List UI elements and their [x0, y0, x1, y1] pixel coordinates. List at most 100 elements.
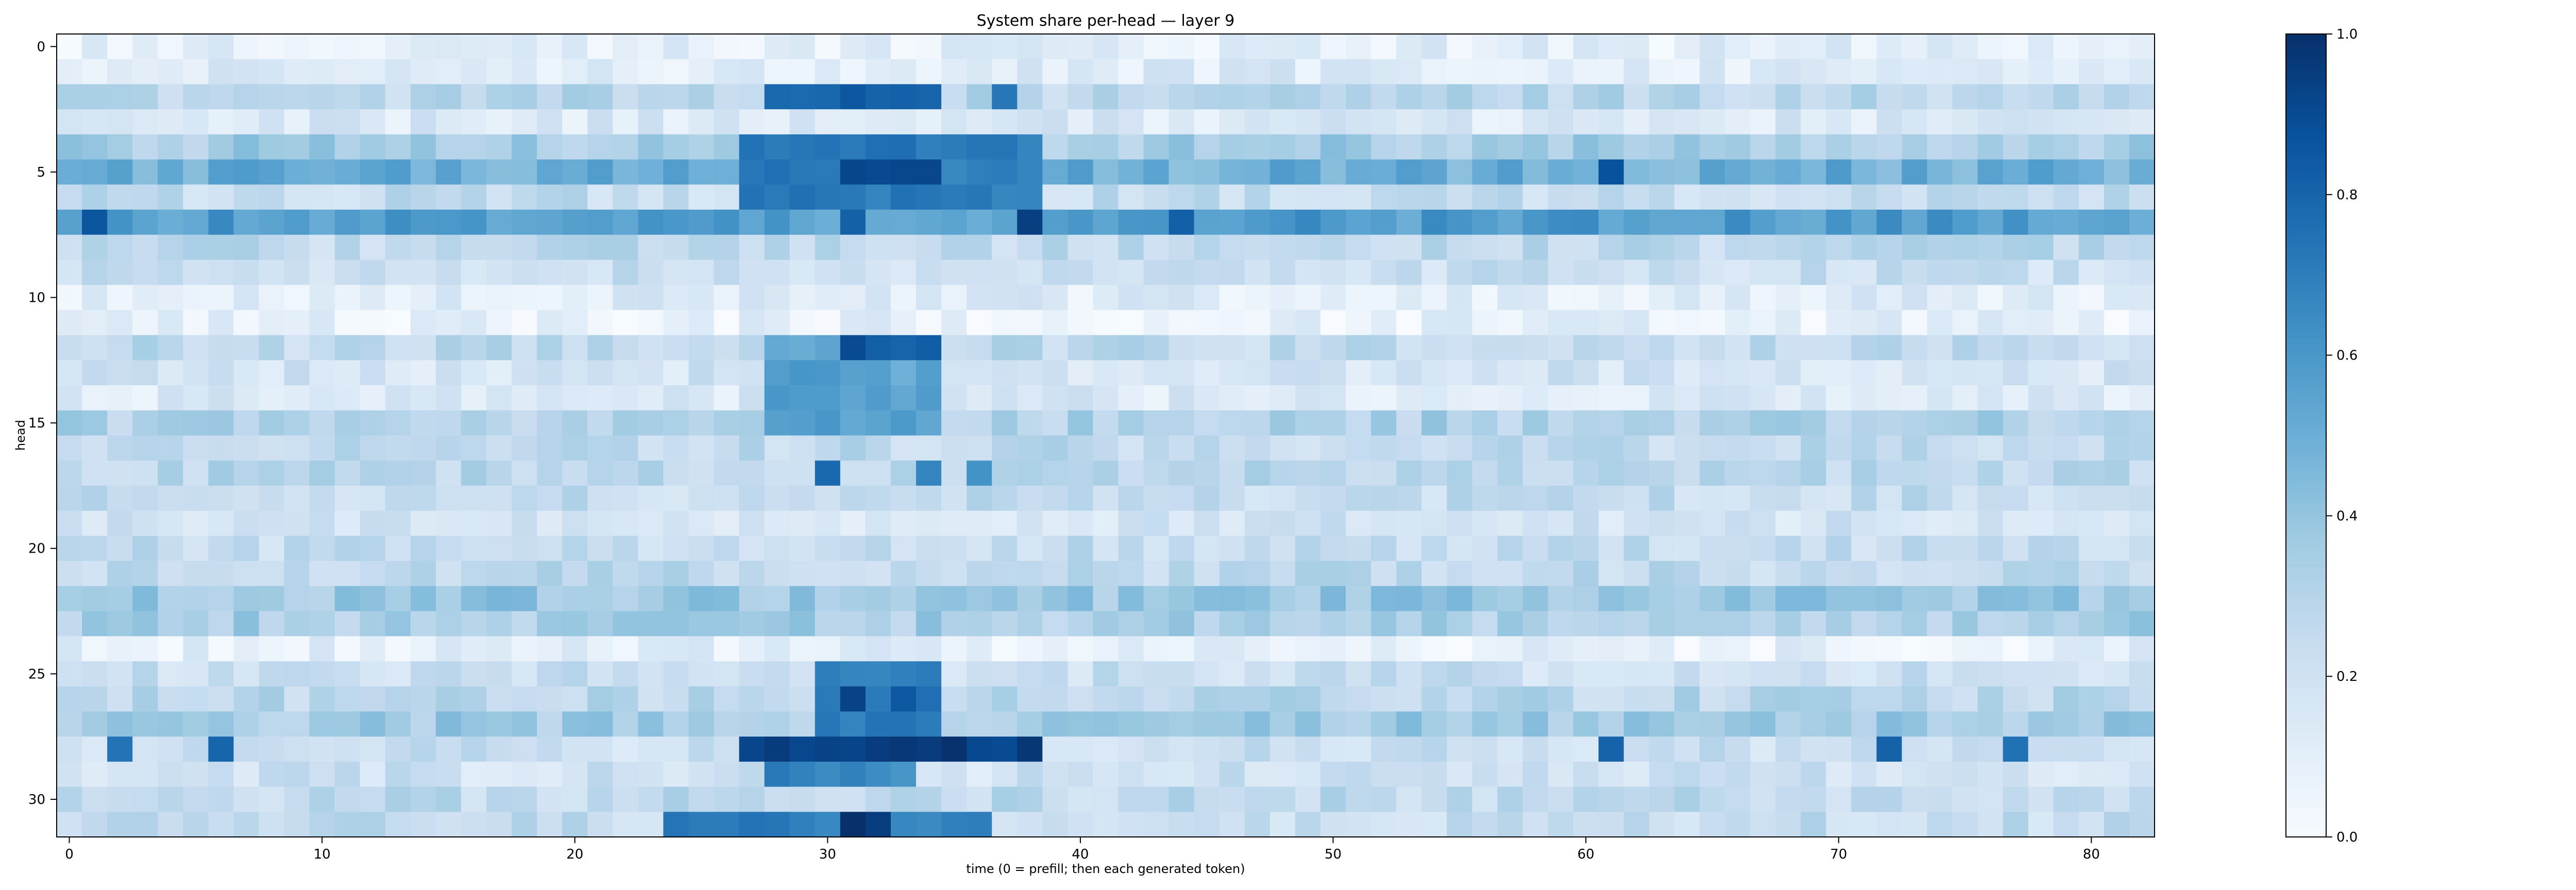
- heatmap-cell: [1269, 109, 1296, 135]
- heatmap-cell: [587, 711, 613, 737]
- heatmap-cell: [1826, 210, 1852, 235]
- heatmap-cell: [1017, 812, 1043, 837]
- heatmap-cell: [512, 661, 537, 687]
- heatmap-cell: [1573, 636, 1599, 662]
- heatmap-cell: [284, 686, 310, 712]
- heatmap-cell: [613, 786, 638, 812]
- heatmap-cell: [587, 360, 613, 386]
- heatmap-cell: [2053, 485, 2079, 511]
- heatmap-cell: [1472, 210, 1498, 235]
- heatmap-cell: [613, 159, 638, 185]
- heatmap-cell: [1927, 234, 1953, 261]
- heatmap-cell: [1269, 761, 1296, 788]
- heatmap-cell: [1851, 360, 1877, 386]
- heatmap-cell: [1927, 435, 1953, 461]
- heatmap-cell: [840, 310, 866, 336]
- heatmap-cell: [2003, 285, 2029, 311]
- heatmap-cell: [992, 737, 1018, 762]
- heatmap-cell: [562, 636, 588, 662]
- heatmap-cell: [714, 109, 740, 135]
- heatmap-cell: [512, 59, 537, 85]
- heatmap-cell: [1573, 285, 1599, 311]
- heatmap-cell: [1699, 59, 1725, 85]
- heatmap-cell: [158, 385, 183, 411]
- heatmap-cell: [890, 59, 917, 85]
- heatmap-cell: [1598, 184, 1624, 210]
- heatmap-cell: [2003, 686, 2029, 712]
- heatmap-cell: [1472, 636, 1498, 662]
- heatmap-cell: [1093, 561, 1119, 587]
- heatmap-cell: [865, 34, 891, 60]
- heatmap-cell: [1977, 661, 2004, 687]
- heatmap-cell: [1927, 260, 1953, 285]
- heatmap-cell: [890, 611, 917, 637]
- heatmap-cell: [1017, 661, 1043, 687]
- heatmap-cell: [638, 260, 664, 285]
- heatmap-cell: [1623, 737, 1650, 762]
- heatmap-cell: [1801, 611, 1826, 637]
- heatmap-cell: [537, 59, 563, 85]
- heatmap-cell: [941, 84, 967, 110]
- heatmap-cell: [512, 460, 537, 486]
- heatmap-cell: [1902, 711, 1928, 737]
- heatmap-cell: [1699, 385, 1725, 411]
- heatmap-cell: [1295, 586, 1321, 612]
- heatmap-cell: [789, 485, 816, 511]
- heatmap-cell: [764, 561, 790, 587]
- heatmap-cell: [1750, 737, 1776, 762]
- heatmap-cell: [1168, 385, 1195, 411]
- heatmap-cell: [309, 786, 335, 812]
- heatmap-cell: [1522, 285, 1549, 311]
- heatmap-cell: [309, 812, 335, 837]
- heatmap-cell: [941, 435, 967, 461]
- heatmap-cell: [1472, 385, 1498, 411]
- heatmap-cell: [967, 234, 992, 261]
- heatmap-cell: [1598, 737, 1624, 762]
- heatmap-cell: [2053, 636, 2079, 662]
- heatmap-cell: [1042, 435, 1069, 461]
- heatmap-cell: [334, 611, 361, 637]
- heatmap-cell: [461, 435, 487, 461]
- heatmap-cell: [1472, 285, 1498, 311]
- heatmap-cell: [1295, 385, 1321, 411]
- heatmap-cell: [890, 184, 917, 210]
- heatmap-cell: [385, 536, 411, 561]
- heatmap-cell: [1371, 34, 1397, 60]
- heatmap-cell: [1851, 335, 1877, 361]
- heatmap-cell: [688, 536, 715, 561]
- heatmap-cell: [435, 109, 462, 135]
- heatmap-cell: [1750, 385, 1776, 411]
- heatmap-cell: [410, 134, 436, 160]
- heatmap-cell: [663, 460, 689, 486]
- heatmap-cell: [1194, 210, 1220, 235]
- heatmap-cell: [1472, 234, 1498, 261]
- heatmap-cell: [1826, 159, 1852, 185]
- heatmap-cell: [2003, 385, 2029, 411]
- heatmap-cell: [815, 410, 841, 436]
- heatmap-cell: [208, 310, 234, 336]
- heatmap-cell: [916, 335, 942, 361]
- heatmap-cell: [840, 84, 866, 110]
- heatmap-cell: [2028, 812, 2054, 837]
- heatmap-cell: [1219, 510, 1245, 536]
- heatmap-cell: [1902, 812, 1928, 837]
- heatmap-cell: [1724, 737, 1751, 762]
- heatmap-cell: [789, 661, 816, 687]
- heatmap-cell: [916, 435, 942, 461]
- heatmap-cell: [1017, 310, 1043, 336]
- heatmap-cell: [1346, 761, 1371, 788]
- heatmap-cell: [1902, 109, 1928, 135]
- heatmap-cell: [992, 109, 1018, 135]
- heatmap-cell: [512, 737, 537, 762]
- heatmap-cell: [1017, 285, 1043, 311]
- heatmap-cell: [1017, 385, 1043, 411]
- heatmap-cell: [1876, 611, 1902, 637]
- heatmap-cell: [1522, 435, 1549, 461]
- heatmap-cell: [1346, 485, 1371, 511]
- heatmap-cell: [1447, 210, 1472, 235]
- heatmap-cell: [941, 536, 967, 561]
- heatmap-cell: [1977, 310, 2004, 336]
- heatmap-cell: [1497, 109, 1523, 135]
- heatmap-cell: [916, 109, 942, 135]
- heatmap-cell: [1623, 360, 1650, 386]
